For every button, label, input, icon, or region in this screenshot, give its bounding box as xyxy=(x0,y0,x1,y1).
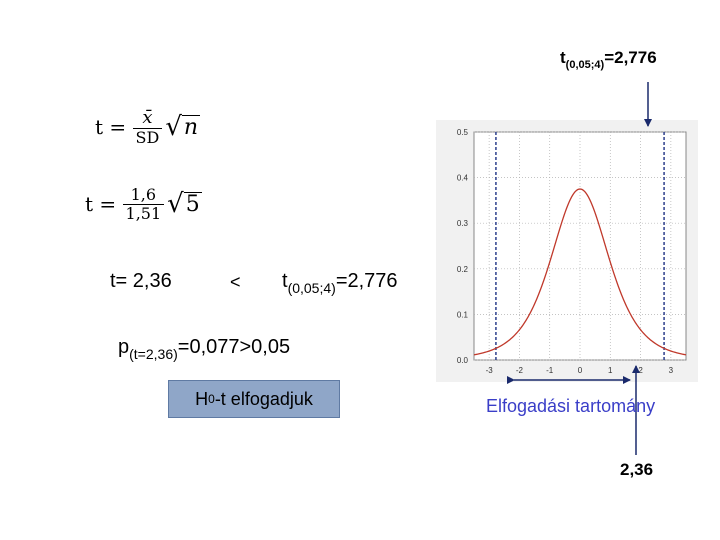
crit-mid-base: t xyxy=(282,270,288,292)
t-formula-substituted: t = 1,6 1,51 √ 5 xyxy=(85,186,202,222)
crit-top-rest: =2,776 xyxy=(604,48,657,67)
x-tick-label: 2 xyxy=(638,366,643,375)
formula1-lhs: t = xyxy=(95,115,127,140)
x-tick-label: 1 xyxy=(608,366,613,375)
crit-top-sub: (0,05;4) xyxy=(565,59,605,71)
formula1-numerator: x̄ xyxy=(132,108,163,129)
formula1-denominator: SD xyxy=(135,127,160,147)
conclusion-box: H 0 -t elfogadjuk xyxy=(168,380,340,418)
less-than-sign: < xyxy=(230,272,241,292)
x-tick-label: -1 xyxy=(546,366,554,375)
formula1-sqrt: √ n xyxy=(165,112,201,143)
crit-mid-rest: =2,776 xyxy=(335,270,398,292)
t-distribution-plot: -3 -2 -1 0 1 2 3 0.0 0.1 0.2 0.3 0.4 0.5 xyxy=(436,120,698,382)
density-curve xyxy=(473,188,687,356)
formula2-numerator: 1,6 xyxy=(122,186,165,205)
y-tick-label: 0.5 xyxy=(457,128,469,137)
observed-value-label: 2,36 xyxy=(620,460,654,479)
x-tick-label: 0 xyxy=(578,366,583,375)
y-tick-label: 0.2 xyxy=(457,265,469,274)
y-tick-label: 0.4 xyxy=(457,174,469,183)
acceptance-region-label: Elfogadási tartomány xyxy=(486,396,656,416)
formula2-fraction: 1,6 1,51 xyxy=(122,186,165,223)
x-tick-label: 3 xyxy=(669,366,674,375)
y-tick-label: 0.3 xyxy=(457,219,469,228)
formula2-denominator: 1,51 xyxy=(125,203,162,223)
pval-base: p xyxy=(118,336,130,358)
formula2-radicand: 5 xyxy=(183,191,202,217)
critical-value-mid: t(0,05;4)=2,776 xyxy=(282,270,398,296)
conclusion-rest: -t elfogadjuk xyxy=(214,388,313,409)
crit-top-base: t xyxy=(560,48,566,67)
formula1-radicand: n xyxy=(181,115,201,140)
crit-mid-sub: (0,05;4) xyxy=(287,280,336,296)
critical-value-top: t(0,05;4)=2,776 xyxy=(560,48,657,71)
conclusion-base: H xyxy=(195,388,209,409)
p-value: p(t=2,36)=0,077>0,05 xyxy=(118,336,290,362)
x-tick-label: -3 xyxy=(486,366,494,375)
pval-rest: =0,077>0,05 xyxy=(177,336,291,358)
t-value: t= 2,36 xyxy=(110,270,172,292)
conclusion-sub: 0 xyxy=(208,392,215,406)
t-distribution-svg: -3 -2 -1 0 1 2 3 0.0 0.1 0.2 0.3 0.4 0.5 xyxy=(436,120,698,382)
pval-sub: (t=2,36) xyxy=(129,346,178,362)
t-formula-general: t = x̄ SD √ n xyxy=(95,108,201,147)
x-tick-label: -2 xyxy=(516,366,524,375)
formula2-lhs: t = xyxy=(85,192,117,217)
y-tick-label: 0.0 xyxy=(457,356,469,365)
y-tick-label: 0.1 xyxy=(457,310,469,319)
formula2-sqrt: √ 5 xyxy=(167,189,202,220)
formula1-fraction: x̄ SD xyxy=(132,108,163,147)
